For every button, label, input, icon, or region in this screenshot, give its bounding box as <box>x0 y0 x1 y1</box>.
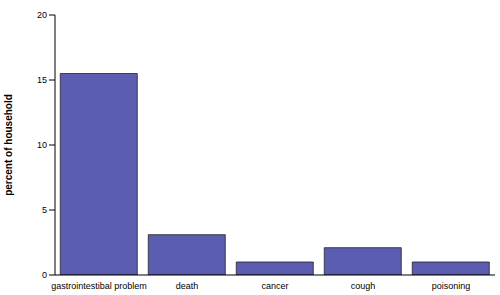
svg-text:0: 0 <box>42 270 47 280</box>
svg-text:cough: cough <box>351 281 376 291</box>
svg-text:20: 20 <box>37 10 47 20</box>
svg-text:poisoning: poisoning <box>432 281 471 291</box>
svg-text:cancer: cancer <box>261 281 288 291</box>
svg-text:percent of household: percent of household <box>8 94 14 196</box>
svg-text:5: 5 <box>42 205 47 215</box>
svg-text:15: 15 <box>37 75 47 85</box>
svg-text:10: 10 <box>37 140 47 150</box>
svg-text:gastrointestibal problem: gastrointestibal problem <box>51 281 147 291</box>
svg-text:death: death <box>176 281 199 291</box>
